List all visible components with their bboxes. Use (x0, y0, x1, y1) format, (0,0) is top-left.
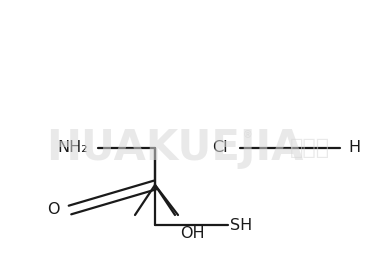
Text: H: H (348, 140, 360, 155)
Text: O: O (47, 203, 60, 217)
Text: Cl: Cl (213, 140, 228, 155)
Text: ®: ® (243, 130, 253, 140)
Text: SH: SH (230, 217, 252, 232)
Text: 化学加: 化学加 (290, 138, 330, 158)
Text: HUAKUEJIA: HUAKUEJIA (46, 127, 304, 169)
Text: NH₂: NH₂ (57, 140, 88, 155)
Text: OH: OH (180, 225, 204, 240)
